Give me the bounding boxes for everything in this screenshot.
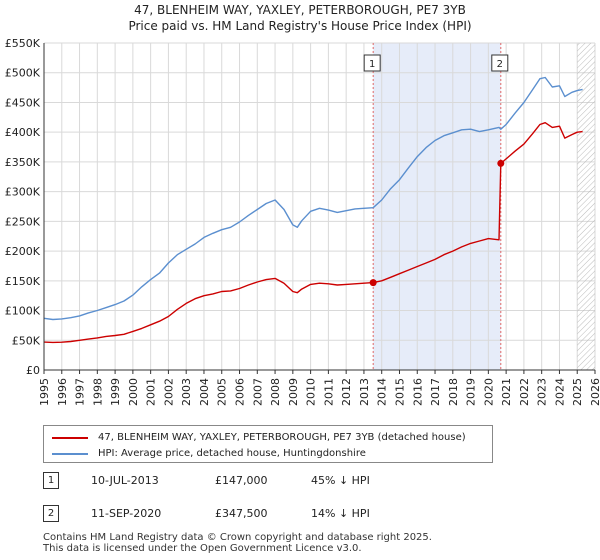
sale-marker-label: 2 xyxy=(497,59,503,70)
legend-swatch-hpi xyxy=(52,452,88,455)
legend-swatch-property xyxy=(52,436,88,439)
sale-date: 10-JUL-2013 xyxy=(91,474,159,487)
legend-label-hpi: HPI: Average price, detached house, Hunt… xyxy=(98,448,366,459)
x-tick-label: 2004 xyxy=(198,378,211,406)
x-tick-label: 2005 xyxy=(216,378,229,406)
x-tick-label: 2002 xyxy=(162,378,175,406)
sale-price: £147,000 xyxy=(215,474,268,487)
sale-number-badge: 1 xyxy=(43,472,59,489)
x-tick-label: 1999 xyxy=(109,378,122,406)
x-tick-label: 2000 xyxy=(127,378,140,406)
sale-hpi-diff: 45% ↓ HPI xyxy=(311,474,370,487)
x-tick-label: 2018 xyxy=(447,378,460,406)
x-tick-label: 2024 xyxy=(553,378,566,406)
x-tick-label: 2015 xyxy=(393,378,406,406)
sale-row: 1 10-JUL-2013 £147,000 45% ↓ HPI xyxy=(43,472,563,494)
chart-title: 47, BLENHEIM WAY, YAXLEY, PETERBOROUGH, … xyxy=(134,3,466,17)
legend-item-property: 47, BLENHEIM WAY, YAXLEY, PETERBOROUGH, … xyxy=(52,432,466,443)
sale-hpi-diff: 14% ↓ HPI xyxy=(311,507,370,520)
y-tick-label: £300K xyxy=(5,186,41,199)
legend-label-property: 47, BLENHEIM WAY, YAXLEY, PETERBOROUGH, … xyxy=(98,432,466,443)
y-tick-label: £500K xyxy=(5,67,41,80)
y-tick-label: £450K xyxy=(5,96,41,109)
x-tick-label: 2013 xyxy=(358,378,371,406)
x-tick-label: 2022 xyxy=(518,378,531,406)
y-tick-label: £400K xyxy=(5,126,41,139)
x-tick-label: 2021 xyxy=(500,378,513,406)
x-tick-label: 2020 xyxy=(482,378,495,406)
x-tick-label: 1998 xyxy=(91,378,104,406)
sale-price: £347,500 xyxy=(215,507,268,520)
x-tick-label: 2026 xyxy=(589,378,600,406)
x-tick-label: 1996 xyxy=(56,378,69,406)
footer-attribution: Contains HM Land Registry data © Crown c… xyxy=(43,532,432,554)
sale-marker-label: 1 xyxy=(369,59,375,70)
chart-legend: 47, BLENHEIM WAY, YAXLEY, PETERBOROUGH, … xyxy=(43,425,493,463)
x-tick-label: 1997 xyxy=(74,378,87,406)
x-tick-label: 1995 xyxy=(38,378,51,406)
x-tick-label: 2025 xyxy=(571,378,584,406)
x-tick-label: 2006 xyxy=(234,378,247,406)
price-chart: 47, BLENHEIM WAY, YAXLEY, PETERBOROUGH, … xyxy=(5,3,600,406)
hpi-series-line xyxy=(43,76,583,321)
plot-area xyxy=(44,43,595,370)
footer-line-2: This data is licensed under the Open Gov… xyxy=(43,543,362,554)
y-tick-label: £50K xyxy=(12,334,41,347)
x-tick-label: 2019 xyxy=(465,378,478,406)
x-tick-label: 2014 xyxy=(376,378,389,406)
sale-number-badge: 2 xyxy=(43,505,59,522)
sale-marker-badge xyxy=(363,54,381,72)
sale-marker-badge xyxy=(491,54,509,72)
footer-line-1: Contains HM Land Registry data © Crown c… xyxy=(43,532,432,543)
legend-item-hpi: HPI: Average price, detached house, Hunt… xyxy=(52,448,366,459)
x-tick-label: 2008 xyxy=(269,378,282,406)
sale-row: 2 11-SEP-2020 £347,500 14% ↓ HPI xyxy=(43,505,563,527)
sale-point xyxy=(369,279,377,287)
y-tick-label: £100K xyxy=(5,305,41,318)
y-tick-label: £0 xyxy=(26,364,40,377)
ownership-shaded-region xyxy=(373,43,501,370)
y-tick-label: £200K xyxy=(5,245,41,258)
x-tick-label: 2010 xyxy=(305,378,318,406)
x-tick-label: 2009 xyxy=(287,378,300,406)
x-tick-label: 2012 xyxy=(340,378,353,406)
sale-date: 11-SEP-2020 xyxy=(91,507,162,520)
y-tick-label: £550K xyxy=(5,37,41,50)
y-tick-label: £350K xyxy=(5,156,41,169)
y-tick-label: £150K xyxy=(5,275,41,288)
x-tick-label: 2003 xyxy=(180,378,193,406)
y-tick-label: £250K xyxy=(5,215,41,228)
forecast-hatch-region xyxy=(577,43,595,370)
x-tick-label: 2007 xyxy=(251,378,264,406)
x-tick-label: 2023 xyxy=(536,378,549,406)
x-tick-label: 2017 xyxy=(429,378,442,406)
x-tick-label: 2001 xyxy=(145,378,158,406)
chart-subtitle: Price paid vs. HM Land Registry's House … xyxy=(128,19,471,33)
x-tick-label: 2011 xyxy=(322,378,335,406)
sale-point xyxy=(497,159,505,167)
x-tick-label: 2016 xyxy=(411,378,424,406)
property-series-line xyxy=(43,121,583,344)
